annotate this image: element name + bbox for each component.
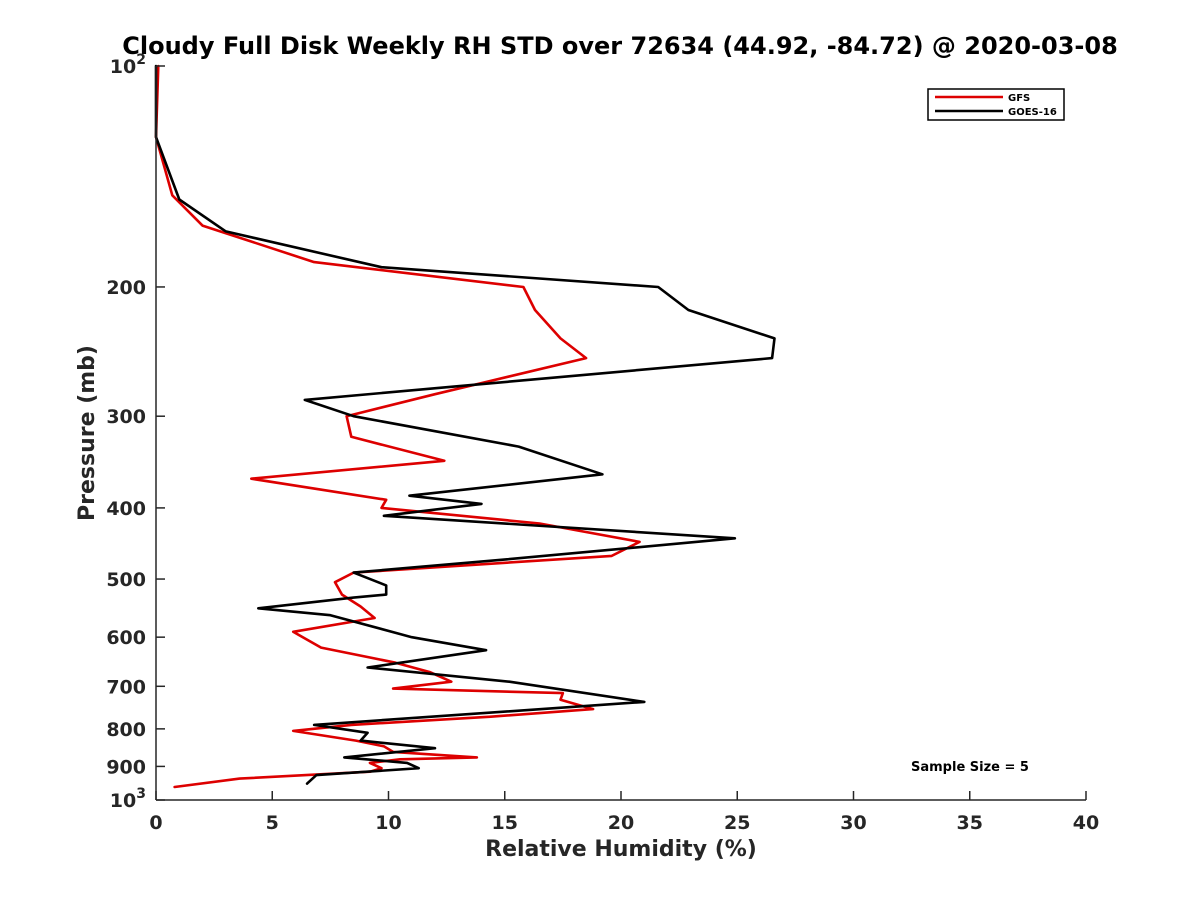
x-tick-label: 30 <box>840 812 866 834</box>
legend-label-gfs: GFS <box>1008 93 1030 104</box>
y-tick-label: 500 <box>106 569 146 591</box>
y-axis-label: Pressure (mb) <box>75 345 100 521</box>
legend-box <box>927 88 1065 121</box>
y-tick-label: 200 <box>106 277 146 299</box>
y-ticks: 102 200 300 400 500 600 700 800 900 103 <box>106 52 165 812</box>
series-line-goes16 <box>154 64 776 785</box>
y-tick-label: 800 <box>106 719 146 741</box>
y-tick-label: 600 <box>106 627 146 649</box>
legend: GFS GOES-16 <box>927 88 1065 121</box>
x-tick-label: 20 <box>608 812 634 834</box>
y-tick-label: 700 <box>106 676 146 698</box>
y-tick-label: 103 <box>110 786 146 812</box>
x-axis-label: Relative Humidity (%) <box>485 837 757 862</box>
x-tick-label: 40 <box>1073 812 1099 834</box>
x-tick-label: 15 <box>492 812 518 834</box>
plot-area: 0 5 10 15 20 25 30 35 40 102 200 300 400 500 600 700 80… <box>106 52 1099 834</box>
x-tick-label: 25 <box>724 812 750 834</box>
legend-label-goes16: GOES-16 <box>1008 107 1057 118</box>
sample-size-annotation: Sample Size = 5 <box>911 760 1029 775</box>
x-tick-label: 5 <box>266 812 279 834</box>
chart-title: Cloudy Full Disk Weekly RH STD over 7263… <box>122 32 1118 60</box>
y-tick-label: 900 <box>106 756 146 778</box>
series-line-gfs <box>154 64 641 789</box>
x-tick-label: 35 <box>957 812 983 834</box>
x-ticks: 0 5 10 15 20 25 30 35 40 <box>149 791 1099 834</box>
x-tick-label: 10 <box>375 812 401 834</box>
axes-layer <box>155 66 1086 801</box>
y-tick-label: 400 <box>106 498 146 520</box>
y-tick-label: 300 <box>106 406 146 428</box>
x-tick-label: 0 <box>149 812 162 834</box>
y-tick-label: 102 <box>110 52 146 78</box>
series-layer <box>154 64 776 789</box>
